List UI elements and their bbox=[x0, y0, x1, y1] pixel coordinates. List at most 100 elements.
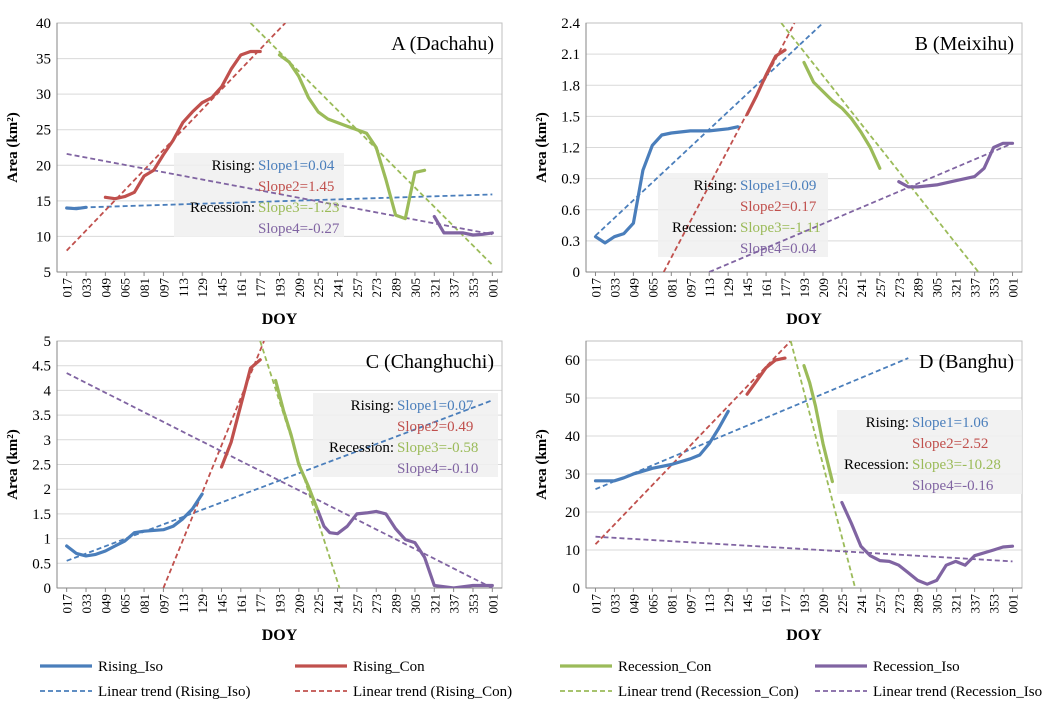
y-tick-label: 3 bbox=[44, 433, 52, 449]
y-tick-label: 25 bbox=[36, 123, 51, 139]
trend-line-rising_con bbox=[66, 23, 286, 252]
x-tick-label: 097 bbox=[683, 278, 698, 298]
x-tick-label: 321 bbox=[427, 278, 442, 298]
chart-panel-1: 5 10 15 20 25 30 35 40 017 033 049 065 081 097 113 129 1… bbox=[5, 16, 503, 328]
slope-label-3: Slope3=-0.58 bbox=[397, 440, 478, 456]
y-tick-label: 30 bbox=[565, 467, 580, 483]
x-tick-label: 257 bbox=[873, 594, 888, 614]
x-tick-label: 193 bbox=[797, 594, 812, 614]
x-tick-label: 017 bbox=[588, 278, 603, 298]
slope-label-1: Slope1=0.09 bbox=[740, 178, 816, 194]
x-tick-label: 177 bbox=[253, 594, 268, 614]
x-tick-label: 001 bbox=[485, 594, 500, 614]
slope-label-3: Slope3=-10.28 bbox=[912, 457, 1001, 473]
y-tick-label: 1.5 bbox=[561, 109, 580, 125]
slope-annotation-box bbox=[313, 393, 498, 477]
trend-line-recession_iso bbox=[66, 153, 493, 236]
x-tick-label: 145 bbox=[740, 594, 755, 614]
legend-label: Recession_Con bbox=[618, 659, 712, 675]
x-tick-label: 177 bbox=[253, 278, 268, 298]
x-tick-label: 257 bbox=[350, 594, 365, 614]
legend-label: Linear trend (Rising_Con) bbox=[353, 684, 512, 700]
series-line-rising_con bbox=[745, 356, 787, 396]
x-tick-label: 145 bbox=[214, 278, 229, 298]
annotation-recession-label: Recession: bbox=[329, 440, 394, 456]
x-tick-label: 177 bbox=[778, 594, 793, 614]
series-line-recession_con bbox=[274, 378, 320, 513]
y-tick-label: 0.3 bbox=[561, 234, 580, 250]
x-tick-label: 049 bbox=[626, 278, 641, 298]
y-tick-label: 2 bbox=[44, 482, 52, 498]
x-tick-label: 049 bbox=[626, 594, 641, 614]
x-tick-label: 337 bbox=[447, 594, 462, 614]
x-axis-title: DOY bbox=[262, 627, 298, 644]
x-tick-label: 033 bbox=[607, 278, 622, 298]
series-line-rising_iso bbox=[65, 492, 204, 558]
panel-title: D (Banghu) bbox=[919, 351, 1014, 373]
slope-label-4: Slope4=0.04 bbox=[740, 241, 817, 257]
y-tick-label: 2.4 bbox=[561, 16, 580, 32]
series-line-rising_iso bbox=[593, 125, 740, 245]
legend-item-6: Linear trend (Rising_Con) bbox=[295, 684, 512, 700]
trend-line-recession_iso bbox=[595, 535, 1013, 563]
slope-annotation-box bbox=[658, 173, 828, 257]
x-tick-label: 353 bbox=[466, 278, 481, 298]
slope-label-1: Slope1=0.04 bbox=[258, 158, 335, 174]
x-tick-label: 337 bbox=[968, 278, 983, 298]
trend-line-rising_con bbox=[594, 341, 792, 545]
y-tick-label: 50 bbox=[565, 391, 580, 407]
trend-line-recession_iso bbox=[708, 142, 1013, 272]
x-tick-label: 065 bbox=[118, 594, 133, 614]
x-tick-label: 129 bbox=[195, 278, 210, 298]
y-tick-label: 1 bbox=[44, 532, 52, 548]
y-tick-label: 60 bbox=[565, 353, 580, 369]
legend-label: Linear trend (Recession_Iso) bbox=[873, 684, 1042, 700]
x-tick-label: 305 bbox=[408, 594, 423, 614]
y-tick-label: 5 bbox=[44, 265, 52, 281]
x-tick-label: 193 bbox=[273, 278, 288, 298]
x-tick-label: 081 bbox=[137, 278, 152, 298]
x-tick-label: 001 bbox=[1006, 594, 1021, 614]
plot-series bbox=[593, 341, 1015, 588]
x-tick-label: 129 bbox=[195, 594, 210, 614]
y-tick-label: 3.5 bbox=[32, 408, 51, 424]
x-tick-label: 161 bbox=[234, 278, 249, 298]
x-tick-label: 081 bbox=[664, 278, 679, 298]
slope-label-3: Slope3=-1.11 bbox=[740, 220, 821, 236]
x-tick-label: 241 bbox=[331, 278, 346, 298]
x-tick-label: 129 bbox=[721, 278, 736, 298]
x-tick-label: 353 bbox=[987, 278, 1002, 298]
legend-label: Linear trend (Rising_Iso) bbox=[98, 684, 250, 700]
x-tick-label: 033 bbox=[79, 594, 94, 614]
x-tick-label: 353 bbox=[466, 594, 481, 614]
x-axis-title: DOY bbox=[786, 311, 822, 328]
chart-panel-4: 0 10 20 30 40 50 60 017 033 049 065 081 097 113 129 145… bbox=[534, 340, 1023, 644]
series-line-recession_con bbox=[277, 53, 427, 221]
x-tick-label: 273 bbox=[369, 594, 384, 614]
x-tick-label: 321 bbox=[949, 594, 964, 614]
x-tick-label: 065 bbox=[645, 594, 660, 614]
x-tick-label: 321 bbox=[949, 278, 964, 298]
y-tick-label: 0.5 bbox=[32, 556, 51, 572]
series-line-recession_con bbox=[802, 364, 835, 484]
annotation-rising-label: Rising: bbox=[212, 158, 255, 174]
y-tick-label: 30 bbox=[36, 87, 51, 103]
x-tick-label: 273 bbox=[892, 278, 907, 298]
x-tick-label: 017 bbox=[60, 594, 75, 614]
x-tick-label: 289 bbox=[911, 594, 926, 614]
slope-label-2: Slope2=1.45 bbox=[258, 179, 334, 195]
y-tick-label: 1.2 bbox=[561, 141, 580, 157]
x-tick-label: 241 bbox=[331, 594, 346, 614]
x-tick-label: 241 bbox=[854, 594, 869, 614]
slope-label-4: Slope4=-0.10 bbox=[397, 461, 478, 477]
panel-title: C (Changhuchi) bbox=[366, 351, 494, 373]
y-tick-label: 20 bbox=[36, 158, 51, 174]
x-tick-label: 081 bbox=[664, 594, 679, 614]
slope-label-1: Slope1=0.07 bbox=[397, 398, 474, 414]
x-tick-label: 113 bbox=[176, 594, 191, 613]
trend-line-rising_iso bbox=[595, 357, 909, 491]
x-tick-label: 289 bbox=[389, 594, 404, 614]
x-tick-label: 097 bbox=[683, 594, 698, 614]
